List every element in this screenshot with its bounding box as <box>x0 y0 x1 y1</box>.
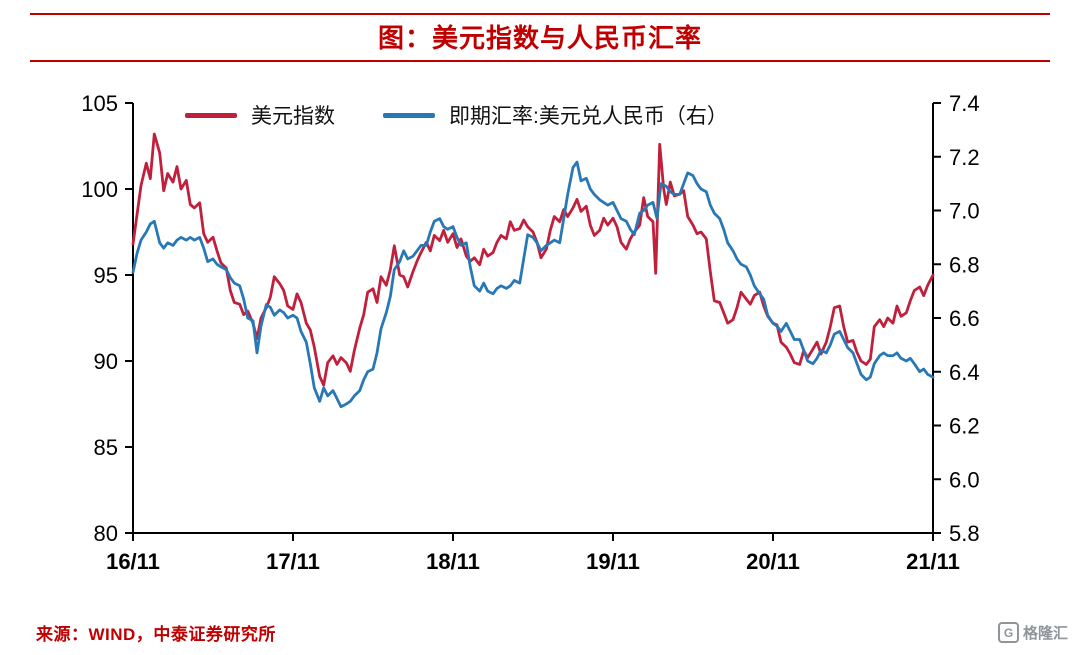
left-axis-tick-label: 105 <box>81 91 118 116</box>
legend-item-dxy: 美元指数 <box>185 100 335 130</box>
left-axis-tick-label: 90 <box>94 349 118 374</box>
watermark-label: 格隆汇 <box>1022 625 1068 642</box>
x-axis-tick-label: 18/11 <box>426 549 480 574</box>
dxy-series-line <box>131 132 935 387</box>
right-axis-tick-label: 6.6 <box>949 306 980 331</box>
right-axis-tick-label: 6.0 <box>949 467 980 492</box>
x-axis-tick-label: 21/11 <box>906 549 960 574</box>
legend-item-usdcny: 即期汇率:美元兑人民币（右） <box>383 100 728 130</box>
left-axis-tick-label: 95 <box>94 263 118 288</box>
gelonghui-logo-icon: G <box>997 622 1019 643</box>
usdcny-series-line <box>131 160 935 409</box>
x-axis-tick-label: 19/11 <box>586 549 640 574</box>
left-axis-tick-label: 85 <box>94 435 118 460</box>
watermark: G 格隆汇 <box>997 622 1068 643</box>
source-note: 来源：WIND，中泰证券研究所 <box>36 625 276 644</box>
title-rule-top <box>30 13 1050 15</box>
usdcny-line-swatch-icon <box>383 112 435 118</box>
page-title: 图：美元指数与人民币汇率 <box>377 23 702 53</box>
legend-label-dxy: 美元指数 <box>251 105 335 128</box>
right-axis-tick-label: 6.8 <box>949 252 980 277</box>
x-axis-tick-label: 16/11 <box>106 549 160 574</box>
right-axis-tick-label: 7.2 <box>949 145 980 170</box>
line-chart-plot: 105 100 95 90 85 80 7.4 7.2 7.0 6.8 6.6 6.4 6.2 6.0 5.… <box>81 91 980 574</box>
x-axis-tick-label: 17/11 <box>266 549 320 574</box>
right-axis-tick-label: 6.2 <box>949 414 980 439</box>
left-axis-tick-label: 80 <box>94 521 118 546</box>
dxy-line-swatch-icon <box>185 112 237 118</box>
legend-label-usdcny: 即期汇率:美元兑人民币（右） <box>449 105 728 128</box>
right-axis-tick-label: 6.4 <box>949 360 980 385</box>
x-axis-tick-label: 20/11 <box>746 549 800 574</box>
chart-legend: 美元指数 即期汇率:美元兑人民币（右） <box>185 100 728 130</box>
right-axis-tick-label: 7.4 <box>949 91 980 116</box>
left-axis-tick-label: 100 <box>81 177 118 202</box>
right-axis-tick-label: 5.8 <box>949 521 980 546</box>
right-axis-tick-label: 7.0 <box>949 199 980 224</box>
title-rule-bottom <box>30 60 1050 62</box>
